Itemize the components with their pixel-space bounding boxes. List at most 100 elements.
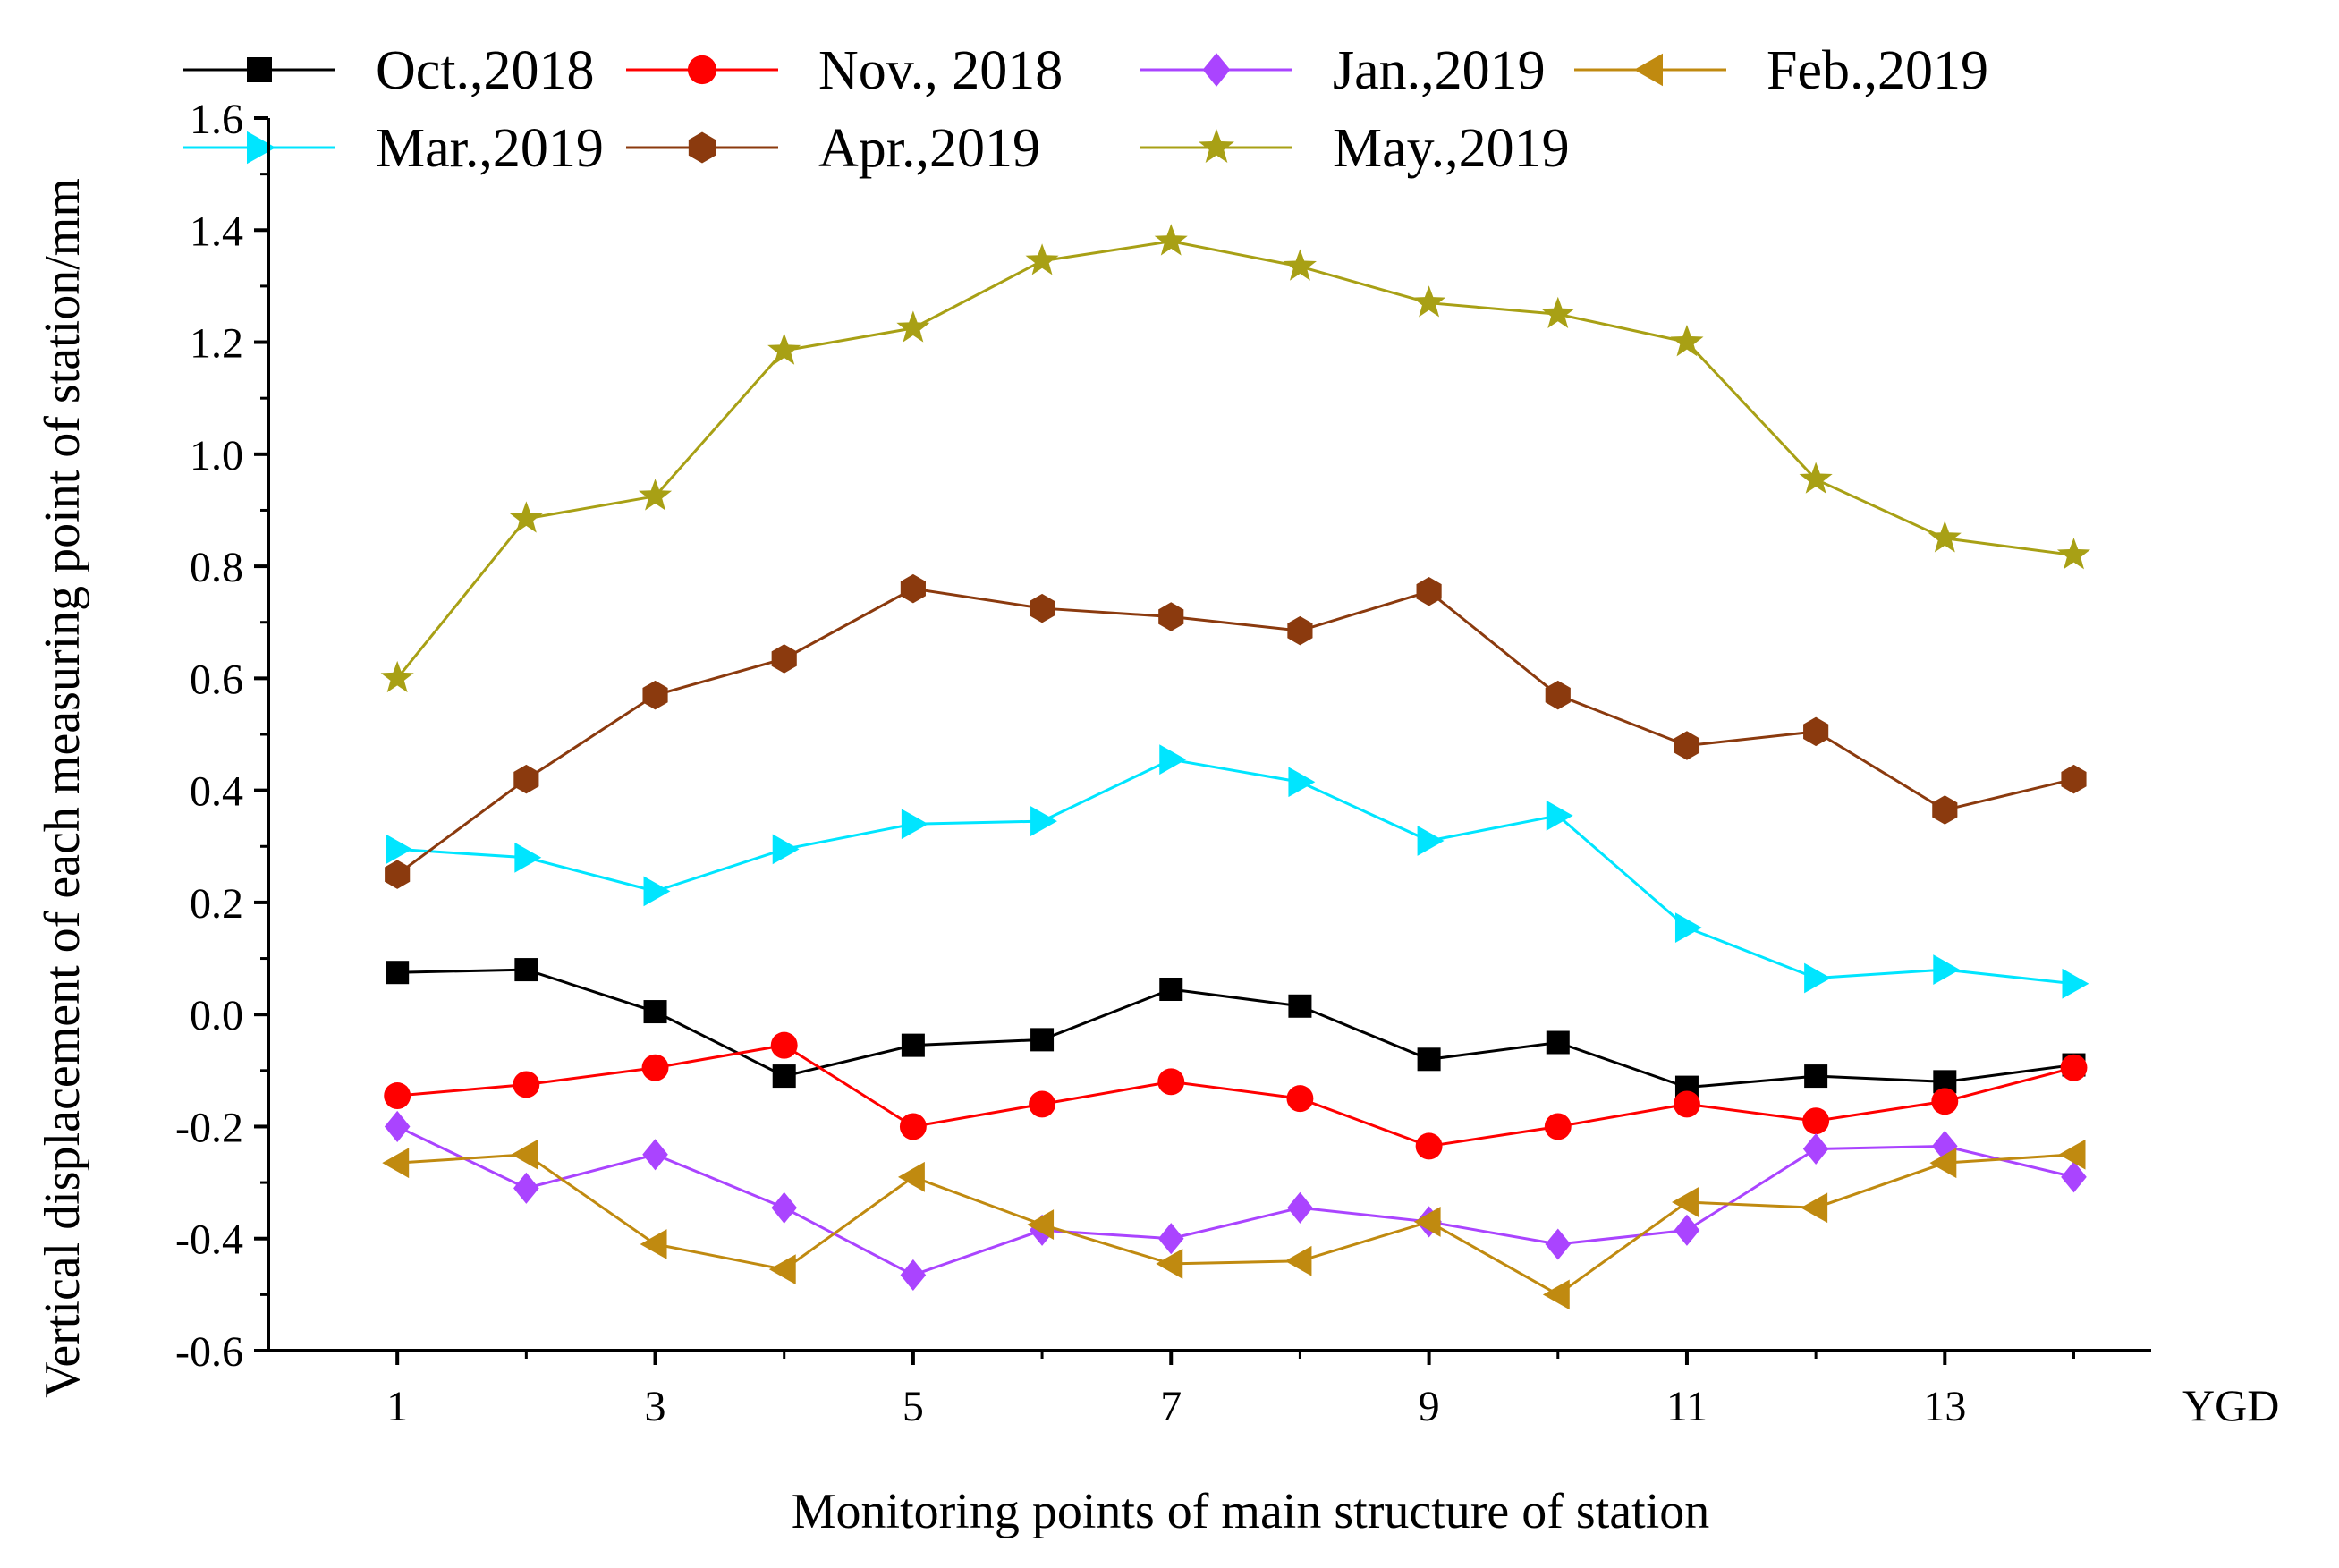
data-point — [1030, 1028, 1055, 1052]
legend-marker — [1202, 53, 1231, 87]
data-point — [380, 660, 414, 693]
data-point — [1030, 806, 1057, 836]
x-axis-title: Monitoring points of main structure of s… — [792, 1484, 1710, 1539]
data-point — [1802, 1132, 1829, 1165]
y-tick-label: 0.8 — [190, 544, 243, 591]
data-point — [1674, 731, 1700, 760]
legend-item: Oct.,2018 — [183, 40, 595, 101]
data-point — [1412, 285, 1446, 318]
data-point — [1931, 1088, 1959, 1115]
legend-marker — [247, 131, 276, 165]
data-point — [2061, 1161, 2087, 1193]
data-point — [511, 1139, 538, 1170]
legend: Oct.,2018 Nov., 2018 Jan.,2019 Feb.,2019 Mar… — [183, 40, 1988, 179]
data-point — [900, 1259, 927, 1291]
legend-label: May.,2019 — [1333, 118, 1570, 179]
data-point — [2061, 764, 2087, 794]
data-point — [1156, 1249, 1183, 1279]
y-tick-label: 1.2 — [190, 320, 243, 368]
data-point — [514, 842, 542, 873]
data-point — [513, 1172, 539, 1204]
data-point — [1801, 1192, 1828, 1224]
data-point — [1545, 1228, 1572, 1260]
data-point — [899, 1113, 927, 1140]
data-point — [1416, 577, 1442, 606]
data-point — [1029, 1090, 1056, 1118]
legend-item: Apr.,2019 — [626, 118, 1040, 179]
data-point — [386, 961, 410, 985]
data-point — [1417, 826, 1445, 856]
data-point — [1803, 716, 1829, 747]
data-point — [1674, 1214, 1700, 1246]
data-point — [1804, 1064, 1828, 1089]
data-point — [638, 479, 673, 511]
legend-item: Jan.,2019 — [1140, 40, 1546, 101]
data-point — [1287, 1191, 1313, 1224]
data-point — [1288, 994, 1312, 1018]
data-point — [2056, 538, 2091, 570]
y-tick-label: -0.4 — [175, 1216, 243, 1264]
data-point — [1546, 1030, 1570, 1055]
x-tick-label: 11 — [1666, 1383, 1708, 1430]
data-point — [1413, 1207, 1441, 1237]
x-tick-label: 7 — [1160, 1383, 1182, 1430]
data-point — [771, 644, 797, 674]
data-point — [1928, 521, 1962, 553]
data-point — [640, 1229, 667, 1259]
data-point — [1159, 744, 1187, 776]
series-4 — [386, 744, 2089, 999]
data-point — [2062, 968, 2089, 999]
series-5 — [385, 573, 2087, 889]
data-point — [772, 834, 800, 865]
data-point — [1804, 962, 1832, 994]
x-axis-unit-label: YGD — [2182, 1380, 2279, 1430]
legend-label: Mar.,2019 — [376, 118, 604, 179]
y-tick-label: -0.6 — [175, 1328, 243, 1376]
data-point — [1541, 296, 1575, 329]
data-point — [768, 1254, 796, 1285]
data-point — [385, 860, 411, 889]
data-point — [1286, 1085, 1314, 1113]
data-point — [771, 1191, 798, 1224]
data-point — [1672, 1187, 1699, 1217]
x-tick-label: 3 — [645, 1383, 666, 1430]
data-point — [384, 1082, 411, 1109]
data-point — [1674, 912, 1702, 943]
data-point — [513, 764, 539, 794]
data-point — [1284, 1245, 1312, 1276]
series-line — [396, 587, 2074, 876]
data-point — [1025, 243, 1059, 275]
series-0 — [386, 958, 2086, 1099]
series-line — [397, 758, 2074, 986]
data-point — [1674, 1090, 1700, 1118]
data-point — [897, 1161, 925, 1192]
data-point — [1802, 1107, 1830, 1135]
legend-marker — [687, 55, 717, 85]
y-tick-label: 1.4 — [190, 208, 243, 255]
legend-marker — [688, 131, 716, 164]
data-point — [1929, 1148, 1957, 1179]
series-line — [397, 1153, 2074, 1297]
data-point — [1027, 1209, 1055, 1240]
data-point — [1157, 1223, 1184, 1255]
legend-item: May.,2019 — [1140, 118, 1570, 179]
x-tick-label: 1 — [386, 1383, 408, 1430]
data-point — [1157, 1068, 1185, 1096]
data-point — [1670, 325, 1704, 357]
legend-label: Apr.,2019 — [818, 118, 1040, 179]
data-point — [901, 1033, 925, 1057]
legend-marker — [1199, 129, 1234, 163]
data-point — [2060, 1054, 2088, 1081]
y-tick-label: -0.2 — [175, 1104, 243, 1151]
y-tick-label: 0.6 — [190, 656, 243, 703]
data-point — [382, 1148, 410, 1179]
data-point — [1288, 767, 1316, 798]
data-point — [1415, 1132, 1443, 1160]
series-1 — [384, 1031, 2088, 1160]
x-tick-label: 5 — [903, 1383, 924, 1430]
legend-marker — [1633, 53, 1663, 87]
data-point — [1933, 954, 1961, 985]
data-point — [643, 1000, 667, 1024]
legend-label: Jan.,2019 — [1333, 40, 1546, 101]
data-point — [1287, 615, 1313, 646]
